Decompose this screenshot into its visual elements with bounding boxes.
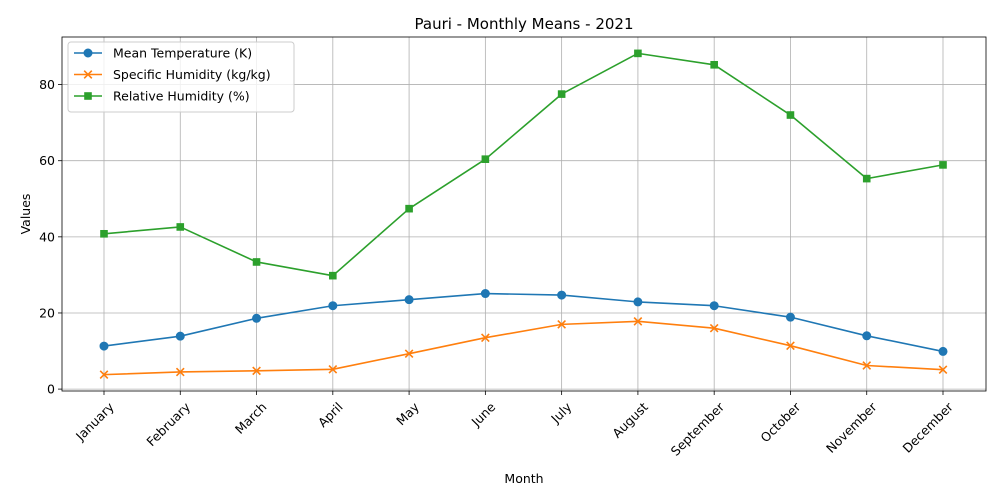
data-point xyxy=(329,271,337,280)
y-tick-label: 40 xyxy=(39,229,55,244)
data-point xyxy=(480,333,490,343)
y-tick-label: 60 xyxy=(39,153,55,168)
x-tick-label: October xyxy=(757,399,804,446)
data-point xyxy=(176,223,185,231)
data-point xyxy=(175,331,185,341)
data-point xyxy=(100,229,108,238)
x-tick-label: December xyxy=(899,399,956,456)
data-point xyxy=(252,366,261,376)
legend-marker xyxy=(84,92,92,100)
legend-marker xyxy=(83,48,93,58)
plot-frame xyxy=(61,36,987,392)
x-marker-stroke xyxy=(938,365,948,375)
x-tick-label: May xyxy=(393,399,422,428)
legend-entry: Mean Temperature (K) xyxy=(74,46,252,61)
data-point xyxy=(785,312,795,322)
data-point xyxy=(939,161,947,169)
data-point xyxy=(252,313,262,323)
x-tick-label: August xyxy=(609,399,651,441)
data-point xyxy=(938,365,948,375)
data-point xyxy=(480,289,490,299)
data-point xyxy=(557,90,566,98)
x-tick-label: January xyxy=(72,399,117,444)
data-point xyxy=(786,111,795,119)
grid xyxy=(62,37,986,391)
x-axis-title: Month xyxy=(504,471,543,486)
legend-label: Relative Humidity (%) xyxy=(113,89,250,104)
legend-label: Specific Humidity (kg/kg) xyxy=(113,67,271,82)
x-marker-stroke xyxy=(709,323,719,333)
y-axis-title: Values xyxy=(18,194,33,235)
data-point xyxy=(634,49,642,58)
x-marker-stroke xyxy=(786,341,795,351)
x-tick-label: September xyxy=(668,399,728,459)
data-point xyxy=(709,323,719,333)
x-tick-label: April xyxy=(315,399,346,430)
data-point xyxy=(633,297,643,307)
x-marker-stroke xyxy=(99,370,109,379)
x-tick-label: November xyxy=(823,399,880,456)
data-point xyxy=(99,341,109,351)
x-marker-stroke xyxy=(557,320,567,329)
x-tick-label: June xyxy=(468,399,499,430)
data-point xyxy=(786,341,795,351)
data-point xyxy=(328,301,338,311)
y-tick-label: 20 xyxy=(39,305,55,320)
legend-entry: Specific Humidity (kg/kg) xyxy=(74,67,271,82)
data-point xyxy=(99,370,109,379)
series-3 xyxy=(100,49,947,280)
chart-title: Pauri - Monthly Means - 2021 xyxy=(415,15,634,33)
data-point xyxy=(938,346,948,356)
data-point xyxy=(405,204,413,213)
legend-box xyxy=(67,41,295,113)
data-point xyxy=(710,60,718,69)
x-tick-label: March xyxy=(232,399,270,437)
legend-marker xyxy=(83,70,93,79)
series-1 xyxy=(99,289,948,356)
x-marker-stroke xyxy=(83,70,93,79)
data-point xyxy=(862,174,871,183)
series-line xyxy=(103,292,944,353)
data-point xyxy=(557,290,567,300)
data-point xyxy=(481,155,490,163)
data-point xyxy=(404,349,414,359)
legend: Mean Temperature (K) Specific Humidity (k… xyxy=(67,41,295,113)
x-marker-stroke xyxy=(633,316,643,326)
axis-ticks: January February March April May June July Augu… xyxy=(39,77,956,459)
x-marker-stroke xyxy=(480,333,490,343)
x-marker-stroke xyxy=(862,361,872,370)
x-marker-stroke xyxy=(252,366,261,376)
legend-entry: Relative Humidity (%) xyxy=(74,89,250,104)
data-point xyxy=(633,316,643,326)
y-tick-label: 80 xyxy=(39,77,55,92)
data-point xyxy=(328,364,338,374)
data-point xyxy=(862,361,872,370)
x-marker-stroke xyxy=(328,364,338,374)
data-point xyxy=(404,295,414,305)
data-point xyxy=(175,367,185,377)
x-tick-label: July xyxy=(547,399,575,427)
y-tick-label: 0 xyxy=(47,382,55,397)
x-marker-stroke xyxy=(404,349,414,359)
x-tick-label: February xyxy=(143,399,193,449)
series-line xyxy=(103,52,944,277)
data-point xyxy=(252,258,261,266)
legend-label: Mean Temperature (K) xyxy=(113,46,252,61)
data-point xyxy=(862,331,872,341)
x-marker-stroke xyxy=(175,367,185,377)
series-line xyxy=(103,320,944,376)
data-point xyxy=(709,301,719,311)
series-2 xyxy=(99,316,948,379)
series-layer xyxy=(99,49,948,379)
data-point xyxy=(557,320,567,329)
